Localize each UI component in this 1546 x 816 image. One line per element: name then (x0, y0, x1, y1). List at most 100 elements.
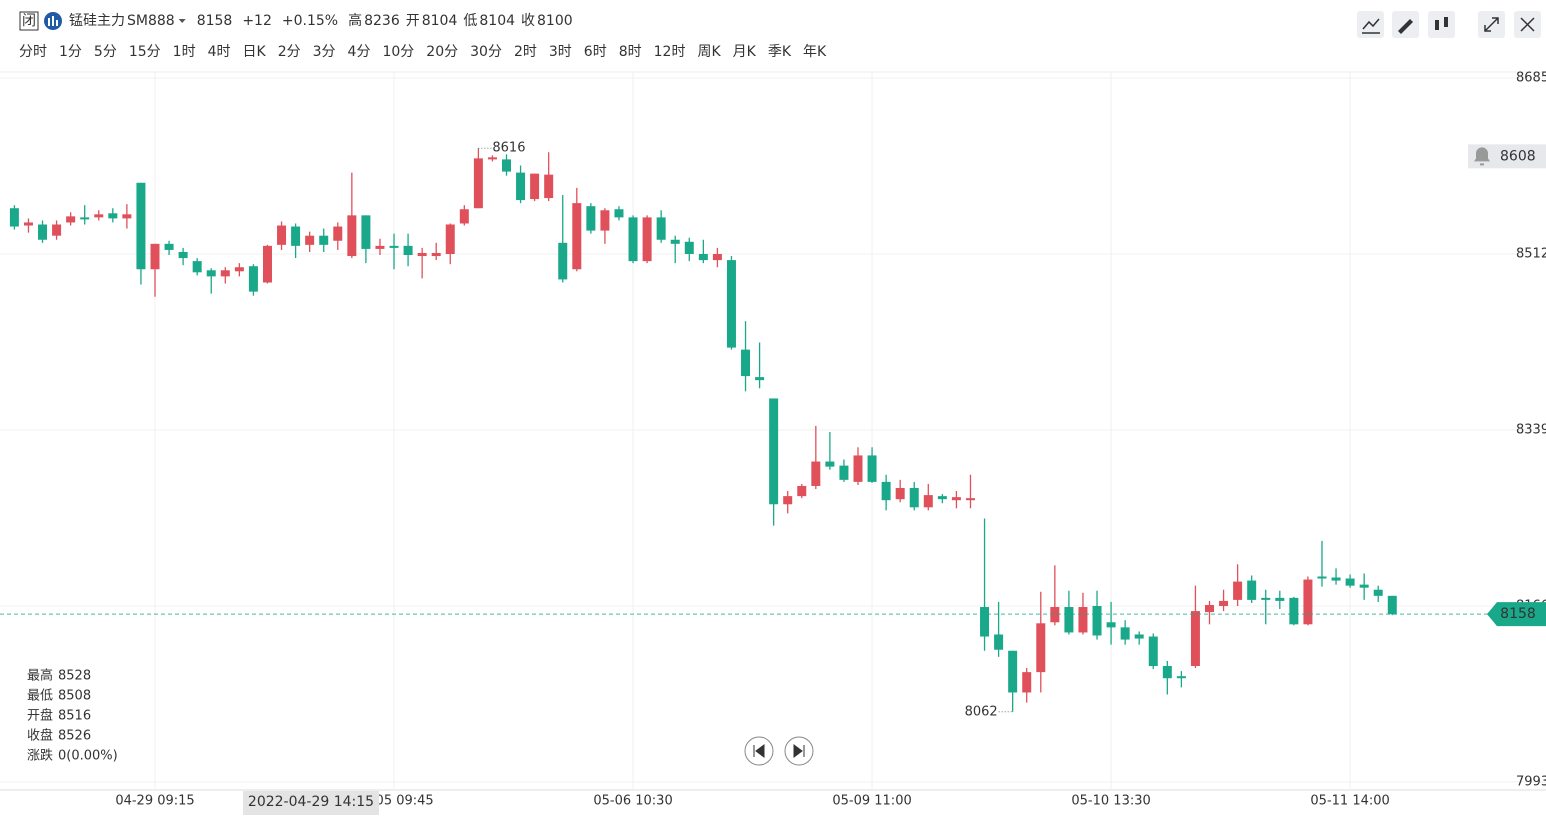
candle-body (741, 349, 751, 377)
timeframe-tab[interactable]: 1时 (173, 44, 196, 60)
stat-label: 开 (406, 13, 420, 29)
candle-body (965, 498, 975, 501)
timeframe-tab[interactable]: 4时 (208, 44, 231, 60)
candle-body (305, 235, 315, 245)
candle-body (403, 245, 413, 256)
candle-body (1359, 584, 1369, 588)
timeframe-tab[interactable]: 2时 (514, 44, 537, 60)
candle-body (1233, 581, 1243, 600)
candle-body (1148, 636, 1158, 667)
candle-body (853, 455, 863, 482)
candle-body (178, 251, 188, 259)
y-tick-label: 8512 (1516, 247, 1546, 262)
timeframe-tab[interactable]: 10分 (382, 44, 414, 60)
candle-body (136, 182, 146, 270)
timeframe-tab[interactable]: 年K (803, 44, 827, 60)
timeframe-tab[interactable]: 月K (733, 44, 757, 60)
candle-body (628, 217, 638, 262)
stat-value: 8236 (364, 13, 400, 29)
candle-icon (1435, 17, 1448, 30)
candle-body (389, 245, 399, 248)
candle-body (291, 226, 301, 246)
candle-body (1036, 623, 1046, 673)
candle-body (234, 267, 244, 272)
candle-body (1331, 577, 1341, 581)
price: 8158 (197, 13, 233, 29)
candle-body (769, 398, 779, 505)
candle-body (572, 203, 582, 270)
candle-body (23, 222, 33, 226)
candle-body (1205, 604, 1214, 613)
candle-body (923, 495, 933, 508)
timeframe-tab[interactable]: 日K (243, 44, 267, 60)
status-box (19, 11, 39, 31)
candle-body (1275, 597, 1285, 601)
timeframe-tab[interactable]: 30分 (470, 44, 502, 60)
info-value: 8526 (58, 729, 91, 744)
candle-body (516, 172, 526, 201)
timeframe-tab[interactable]: 4分 (348, 44, 371, 60)
timeframe-tab[interactable]: 15分 (129, 44, 161, 60)
instrument-code: SM888 (127, 13, 175, 29)
timeframe-tab[interactable]: 20分 (426, 44, 458, 60)
candle-body (164, 243, 174, 250)
collapse-icon (1484, 17, 1499, 32)
candle-body (895, 487, 905, 500)
candle-body (1176, 676, 1186, 679)
stat-value: 8100 (537, 13, 573, 29)
candle-body (825, 461, 835, 467)
candle-body (1345, 578, 1355, 586)
crosshair-time-box (243, 791, 379, 815)
candle-body (502, 159, 511, 172)
tool-button[interactable] (1428, 11, 1455, 38)
timeframe-tab[interactable]: 2分 (278, 44, 301, 60)
x-tick-label: 05-09 11:00 (832, 794, 911, 809)
info-value: 8528 (58, 669, 91, 684)
candle-body (487, 157, 497, 160)
candle-body (1247, 580, 1257, 600)
next-icon (793, 744, 805, 758)
info-value: 0(0.00%) (58, 749, 118, 764)
candle-body (1120, 627, 1130, 640)
timeframe-tab[interactable]: 1分 (59, 44, 82, 60)
y-tick-label: 7993 (1516, 775, 1546, 790)
logo-mark (48, 16, 58, 26)
info-value: 8516 (58, 709, 91, 724)
candle-body (994, 634, 1004, 650)
candle-body (1289, 597, 1299, 625)
candle-body (108, 213, 118, 219)
timeframe-tab[interactable]: 周K (697, 44, 721, 60)
timeframe-tab[interactable]: 季K (768, 44, 792, 60)
candle-body (417, 252, 427, 257)
candle-body (614, 209, 624, 218)
candle-body (698, 254, 708, 261)
candle-body (1092, 606, 1102, 636)
timeframe-tab[interactable]: 12时 (654, 44, 686, 60)
candle-body (684, 241, 694, 254)
timeframe-tab[interactable]: 5分 (94, 44, 117, 60)
candle-body (206, 270, 216, 277)
candle-body (712, 254, 722, 261)
candle-body (52, 224, 62, 236)
candle-body (600, 210, 610, 231)
x-tick-label: 05-11 14:00 (1310, 794, 1389, 809)
instrument-name: 锰硅主力 (69, 13, 125, 29)
candle-body (656, 217, 666, 240)
last-price-tag (1487, 602, 1546, 627)
info-label: 开盘 (27, 708, 53, 724)
info-label: 最高 (27, 668, 53, 684)
candle-body (375, 245, 385, 249)
timeframe-tab[interactable]: 分时 (19, 44, 47, 60)
candle-body (445, 224, 455, 254)
candle-body (1387, 595, 1397, 615)
timeframe-tab[interactable]: 8时 (619, 44, 642, 60)
stat-value: 8104 (422, 13, 458, 29)
candle-body (319, 235, 329, 245)
timeframe-tab[interactable]: 3时 (549, 44, 572, 60)
y-tick-label: 8685 (1516, 71, 1546, 86)
timeframe-tab[interactable]: 3分 (313, 44, 336, 60)
timeframe-tab[interactable]: 6时 (584, 44, 607, 60)
candle-body (797, 485, 807, 497)
x-tick-label: 05-10 13:30 (1071, 794, 1150, 809)
candle-body (755, 377, 765, 381)
